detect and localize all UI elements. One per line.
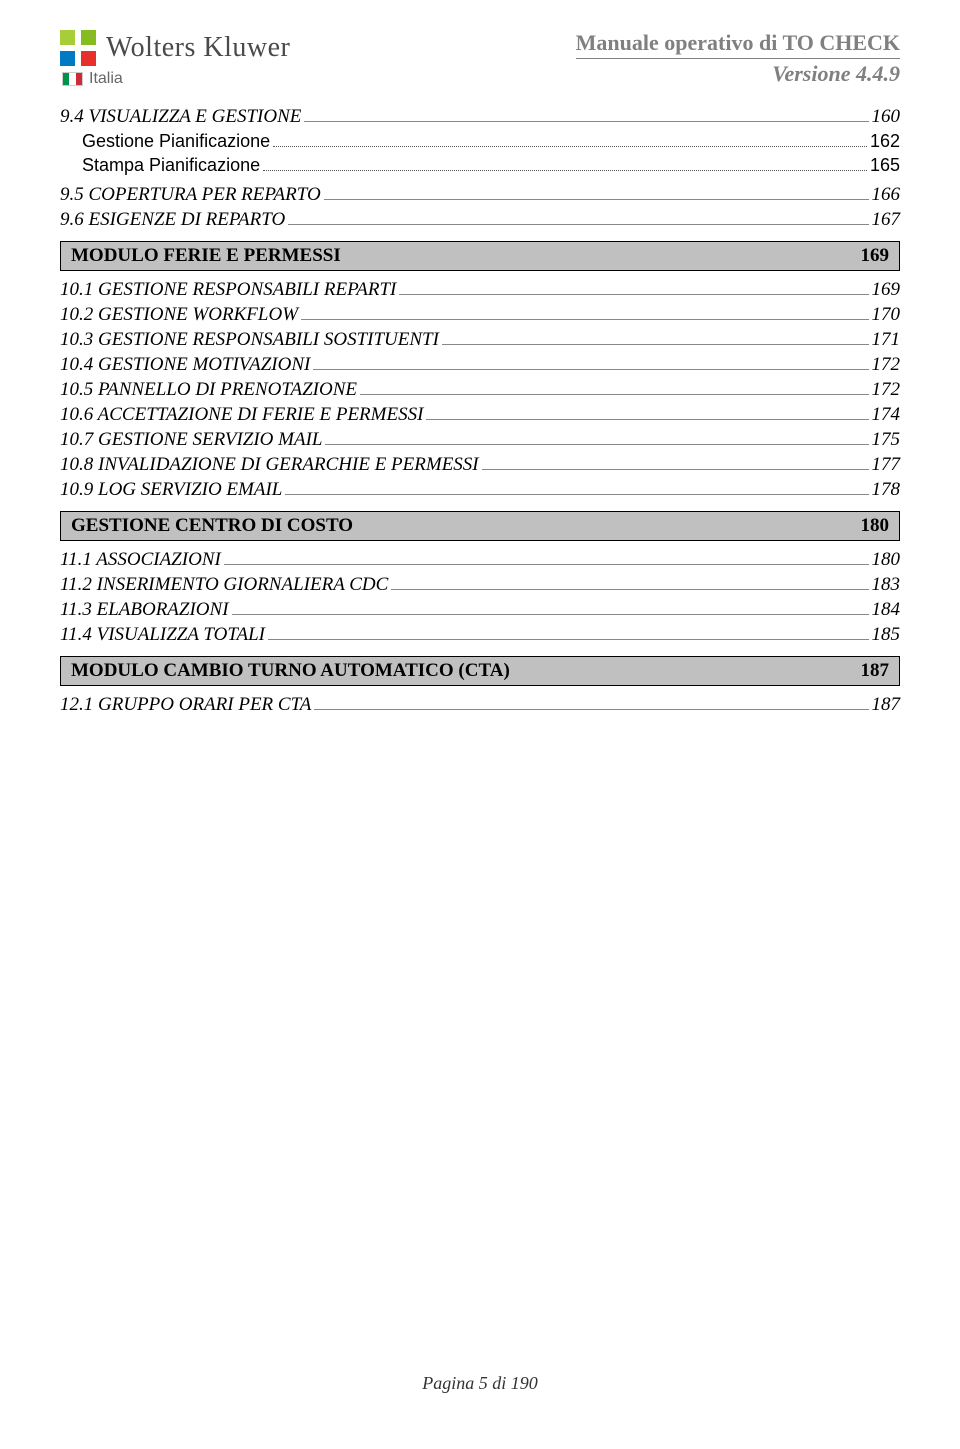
toc-leader xyxy=(285,494,868,495)
toc-entry-page: 165 xyxy=(870,155,900,176)
toc-leader xyxy=(314,709,868,710)
toc-entry-page: 175 xyxy=(872,429,901,451)
toc-leader xyxy=(313,369,868,370)
toc-entry[interactable]: 11.3 ELABORAZIONI 184 xyxy=(60,599,900,621)
sub-brand: Italia xyxy=(89,70,123,88)
document-version: Versione 4.4.9 xyxy=(576,58,900,87)
toc-leader xyxy=(325,444,868,445)
toc-entry[interactable]: 10.1 GESTIONE RESPONSABILI REPARTI 169 xyxy=(60,279,900,301)
document-title: Manuale operativo di TO CHECK xyxy=(576,30,900,56)
toc-entry-label: Gestione Pianificazione xyxy=(60,131,270,152)
toc-entry-page: 187 xyxy=(872,694,901,716)
toc-entry[interactable]: 9.6 ESIGENZE DI REPARTO 167 xyxy=(60,209,900,231)
toc-entry[interactable]: 10.6 ACCETTAZIONE DI FERIE E PERMESSI 174 xyxy=(60,404,900,426)
toc-entry[interactable]: 10.2 GESTIONE WORKFLOW 170 xyxy=(60,304,900,326)
toc-entry[interactable]: 12.1 GRUPPO ORARI PER CTA 187 xyxy=(60,694,900,716)
toc-entry-label: 11.2 INSERIMENTO GIORNALIERA CDC xyxy=(60,574,388,596)
toc-entry-page: 178 xyxy=(872,479,901,501)
toc-entry-label: 10.5 PANNELLO DI PRENOTAZIONE xyxy=(60,379,357,401)
toc-entry-page: 166 xyxy=(872,184,901,206)
toc-entry-page: 185 xyxy=(872,624,901,646)
toc-leader xyxy=(268,639,869,640)
toc-entry-page: 180 xyxy=(872,549,901,571)
toc-section-header[interactable]: GESTIONE CENTRO DI COSTO 180 xyxy=(60,511,900,541)
toc-leader xyxy=(360,394,869,395)
toc-entry-page: 169 xyxy=(872,279,901,301)
toc-entry[interactable]: 10.3 GESTIONE RESPONSABILI SOSTITUENTI 17… xyxy=(60,329,900,351)
toc-entry-label: 9.6 ESIGENZE DI REPARTO xyxy=(60,209,285,231)
toc-entry[interactable]: Stampa Pianificazione 165 xyxy=(60,155,900,176)
toc-section-title: GESTIONE CENTRO DI COSTO xyxy=(71,515,353,537)
toc-entry[interactable]: 11.4 VISUALIZZA TOTALI 185 xyxy=(60,624,900,646)
toc-entry-page: 162 xyxy=(870,131,900,152)
toc-leader xyxy=(391,589,868,590)
toc-entry-page: 177 xyxy=(872,454,901,476)
toc-entry-label: 11.4 VISUALIZZA TOTALI xyxy=(60,624,265,646)
toc-entry-label: 11.3 ELABORAZIONI xyxy=(60,599,229,621)
toc-entry-label: 10.1 GESTIONE RESPONSABILI REPARTI xyxy=(60,279,396,301)
toc-leader xyxy=(263,170,867,171)
toc-entry-label: 9.5 COPERTURA PER REPARTO xyxy=(60,184,321,206)
toc-leader xyxy=(399,294,868,295)
toc-leader xyxy=(224,564,869,565)
toc-leader xyxy=(482,469,869,470)
toc-leader xyxy=(232,614,869,615)
toc-entry[interactable]: 10.7 GESTIONE SERVIZIO MAIL 175 xyxy=(60,429,900,451)
toc-entry[interactable]: 10.5 PANNELLO DI PRENOTAZIONE 172 xyxy=(60,379,900,401)
toc-entry-page: 167 xyxy=(872,209,901,231)
toc-entry-label: 10.4 GESTIONE MOTIVAZIONI xyxy=(60,354,310,376)
page-footer: Pagina 5 di 190 xyxy=(0,1373,960,1394)
toc-leader xyxy=(304,121,868,122)
toc-entry[interactable]: 11.1 ASSOCIAZIONI 180 xyxy=(60,549,900,571)
toc-leader xyxy=(426,419,868,420)
toc-entry[interactable]: 10.9 LOG SERVIZIO EMAIL 178 xyxy=(60,479,900,501)
toc-entry-page: 172 xyxy=(872,354,901,376)
toc-entry[interactable]: 10.8 INVALIDAZIONE DI GERARCHIE E PERMES… xyxy=(60,454,900,476)
toc-leader xyxy=(288,224,868,225)
toc-entry[interactable]: 9.4 VISUALIZZA E GESTIONE 160 xyxy=(60,106,900,128)
table-of-contents: 9.4 VISUALIZZA E GESTIONE 160 Gestione Pia… xyxy=(60,106,900,716)
toc-entry-page: 170 xyxy=(872,304,901,326)
toc-leader xyxy=(301,319,868,320)
toc-entry-label: 11.1 ASSOCIAZIONI xyxy=(60,549,221,571)
toc-entry-label: 10.6 ACCETTAZIONE DI FERIE E PERMESSI xyxy=(60,404,423,426)
toc-section-page: 169 xyxy=(861,245,890,267)
toc-entry-label: 10.8 INVALIDAZIONE DI GERARCHIE E PERMES… xyxy=(60,454,479,476)
toc-leader xyxy=(273,146,867,147)
toc-section-page: 187 xyxy=(861,660,890,682)
toc-section-title: MODULO FERIE E PERMESSI xyxy=(71,245,341,267)
toc-entry[interactable]: 10.4 GESTIONE MOTIVAZIONI 172 xyxy=(60,354,900,376)
toc-entry-label: 12.1 GRUPPO ORARI PER CTA xyxy=(60,694,311,716)
brand-name: Wolters Kluwer xyxy=(106,32,290,64)
toc-section-title: MODULO CAMBIO TURNO AUTOMATICO (CTA) xyxy=(71,660,510,682)
brand-block: Wolters Kluwer Italia xyxy=(60,30,290,88)
brand-logo-icon xyxy=(60,30,96,66)
toc-entry-label: 10.7 GESTIONE SERVIZIO MAIL xyxy=(60,429,322,451)
toc-entry-label: Stampa Pianificazione xyxy=(60,155,260,176)
toc-section-page: 180 xyxy=(861,515,890,537)
toc-entry-label: 10.9 LOG SERVIZIO EMAIL xyxy=(60,479,282,501)
toc-entry-label: 10.2 GESTIONE WORKFLOW xyxy=(60,304,298,326)
toc-entry[interactable]: Gestione Pianificazione 162 xyxy=(60,131,900,152)
toc-leader xyxy=(324,199,869,200)
toc-entry-page: 172 xyxy=(872,379,901,401)
toc-entry-page: 184 xyxy=(872,599,901,621)
flag-italy-icon xyxy=(62,72,83,86)
page-header: Wolters Kluwer Italia Manuale operativo … xyxy=(60,30,900,88)
toc-entry[interactable]: 11.2 INSERIMENTO GIORNALIERA CDC 183 xyxy=(60,574,900,596)
toc-section-header[interactable]: MODULO CAMBIO TURNO AUTOMATICO (CTA) 187 xyxy=(60,656,900,686)
toc-entry-page: 174 xyxy=(872,404,901,426)
toc-leader xyxy=(442,344,869,345)
toc-entry-page: 183 xyxy=(872,574,901,596)
toc-entry-page: 160 xyxy=(872,106,901,128)
toc-entry-page: 171 xyxy=(872,329,901,351)
toc-entry[interactable]: 9.5 COPERTURA PER REPARTO 166 xyxy=(60,184,900,206)
toc-entry-label: 9.4 VISUALIZZA E GESTIONE xyxy=(60,106,301,128)
toc-section-header[interactable]: MODULO FERIE E PERMESSI 169 xyxy=(60,241,900,271)
toc-entry-label: 10.3 GESTIONE RESPONSABILI SOSTITUENTI xyxy=(60,329,439,351)
